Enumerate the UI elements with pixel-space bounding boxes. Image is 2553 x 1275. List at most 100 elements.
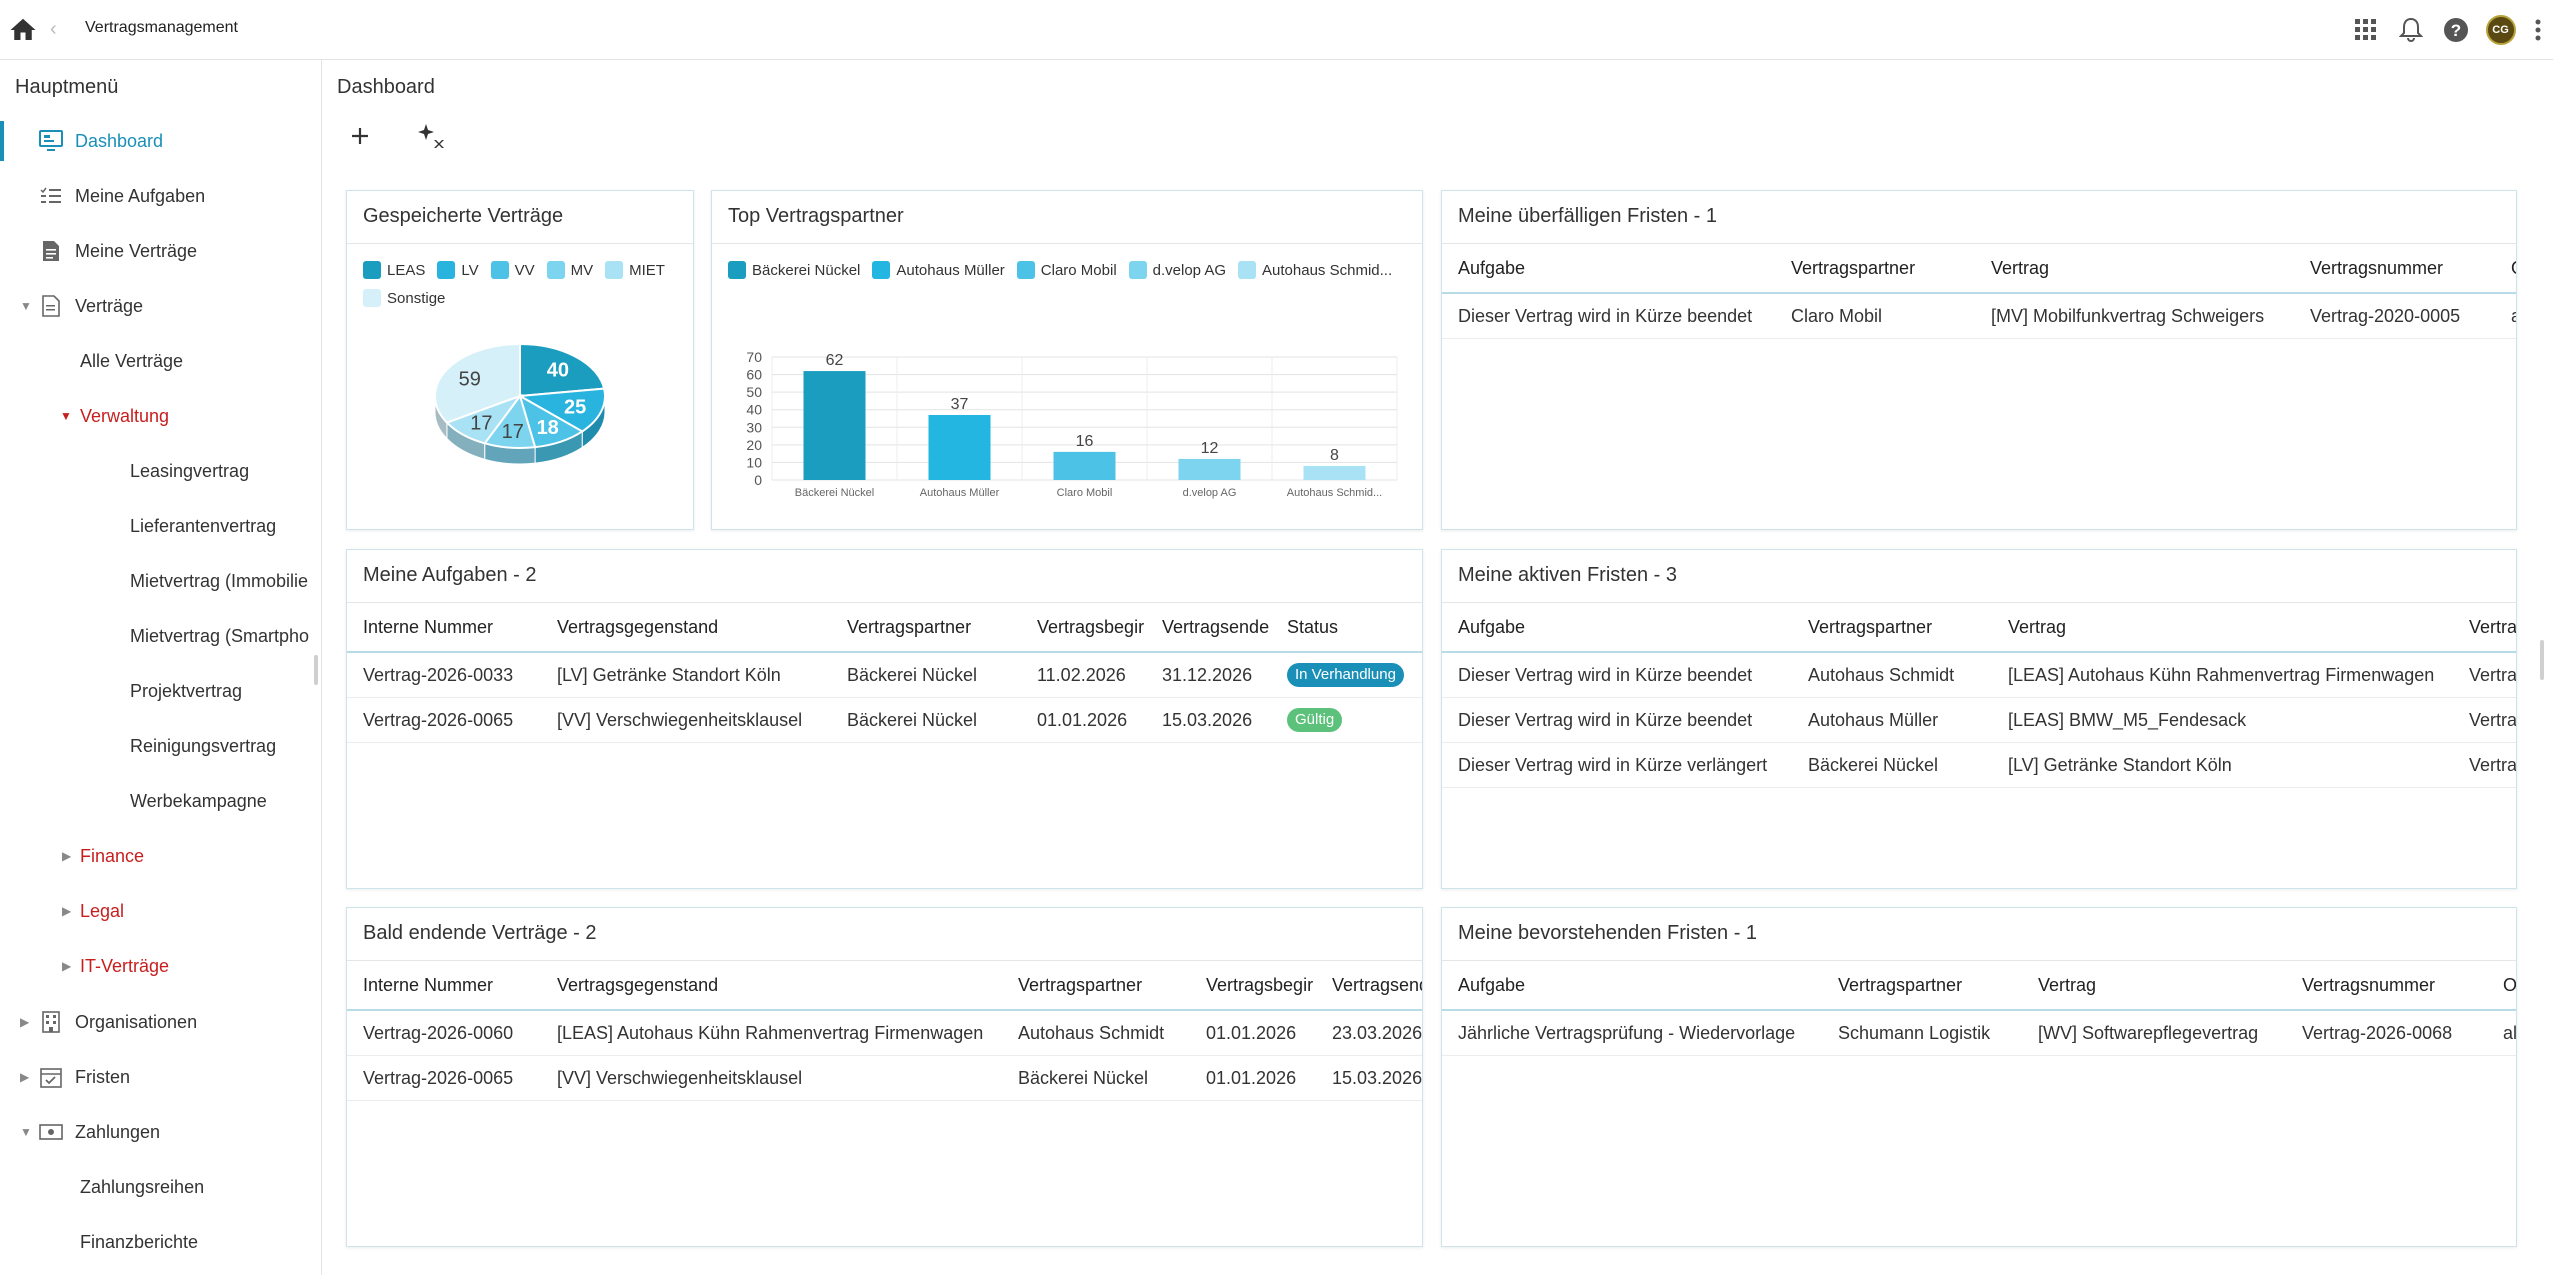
caret-down-icon[interactable]: ▼ [20,1125,32,1139]
sidebar-item-zahlungsreihen[interactable]: Zahlungsreihen [80,1176,205,1197]
help-icon[interactable]: ? [2433,0,2478,60]
sidebar-item-meine-aufgaben[interactable]: Meine Aufgaben [0,170,320,222]
column-header[interactable]: Vertragspartner [1838,974,1963,995]
sidebar-item-dashboard[interactable]: Dashboard [0,115,320,167]
legend-item[interactable]: LV [437,261,479,279]
table-row[interactable]: Dieser Vertrag wird in Kürze beendet Aut… [1442,653,2516,698]
sidebar-item-lieferantenvertrag[interactable]: Lieferantenvertrag [130,515,277,536]
bell-icon[interactable] [2388,0,2433,60]
column-header[interactable]: Vertrag [1991,257,2050,278]
legend-item[interactable]: MV [546,261,593,279]
sidebar-item-projektvertrag[interactable]: Projektvertrag [130,680,243,701]
legend-item[interactable]: MIET [605,261,665,279]
column-header[interactable]: Vertragsende [1162,616,1270,637]
cell-truncated: Vertra [2469,664,2517,685]
legend-item[interactable]: Autohaus Müller [872,261,1005,279]
caret-right-icon[interactable]: ▶ [20,1070,30,1084]
table-row[interactable]: Jährliche Vertragsprüfung - Wiedervorlag… [1442,1011,2516,1056]
table-row[interactable]: Dieser Vertrag wird in Kürze beendet Cla… [1442,294,2516,339]
caret-right-icon[interactable]: ▶ [62,849,72,863]
status-badge: Gültig [1287,708,1343,732]
table-row[interactable]: Vertrag-2026-0065 [VV] Verschwiegenheits… [347,1056,1422,1101]
caret-down-icon[interactable]: ▼ [60,409,72,423]
table-row[interactable]: Vertrag-2026-0065 [VV] Verschwiegenheits… [347,698,1422,743]
column-header[interactable]: Interne Nummer [363,616,494,637]
column-header[interactable]: Vertra [2469,616,2517,637]
sidebar-item-leasingvertrag[interactable]: Leasingvertrag [130,460,250,481]
legend-item[interactable]: Sonstige [363,289,445,307]
sidebar-item-it-vertraege[interactable]: ▶ IT-Verträge [62,955,170,976]
more-vert-icon[interactable] [2523,0,2553,60]
table-row[interactable]: Dieser Vertrag wird in Kürze verlängert … [1442,743,2516,788]
add-icon[interactable] [346,122,374,150]
sidebar-item-mietvertrag-immobilie[interactable]: Mietvertrag (Immobilie [130,570,309,591]
legend-swatch [872,261,891,279]
column-header[interactable]: Aufgabe [1458,974,1526,995]
column-header[interactable]: Vertragsend [1332,974,1423,995]
avatar[interactable]: CG [2478,0,2523,60]
back-chevron-icon[interactable]: ‹ [50,18,57,40]
caret-right-icon[interactable]: ▶ [62,904,72,918]
caret-right-icon[interactable]: ▶ [20,1015,30,1029]
column-header[interactable]: Vertragsnummer [2302,974,2436,995]
column-header[interactable]: Status [1287,616,1339,637]
cell-vertragsende: 15.03.2026 [1162,709,1253,730]
column-header[interactable]: Aufgabe [1458,257,1526,278]
home-icon[interactable] [8,15,38,45]
cell-aufgabe: Dieser Vertrag wird in Kürze beendet [1458,664,1753,685]
sidebar-item-finance[interactable]: ▶ Finance [62,845,145,866]
sidebar-item-legal[interactable]: ▶ Legal [62,900,125,921]
cell-truncated: Vertra [2469,754,2517,775]
legend-item[interactable]: d.velop AG [1128,261,1226,279]
caret-right-icon[interactable]: ▶ [62,959,72,973]
sidebar-item-fristen[interactable]: ▶ Fristen [0,1051,320,1103]
caret-down-icon[interactable]: ▼ [20,299,32,313]
legend-item[interactable]: VV [490,261,535,279]
sidebar-item-vertraege[interactable]: ▼ Verträge [0,280,320,332]
sparkle-icon[interactable] [416,122,446,152]
column-header[interactable]: Vertragsbegir [1206,974,1314,995]
column-header[interactable]: Interne Nummer [363,974,494,995]
column-header[interactable]: Vertragsgegenstand [557,616,719,637]
column-header[interactable]: Vertragspartner [1808,616,1933,637]
column-header[interactable]: Vertragspartner [847,616,972,637]
legend-item[interactable]: LEAS [363,261,425,279]
sidebar-item-verwaltung[interactable]: ▼ Verwaltung [60,405,170,426]
column-header[interactable]: Vertragsgegenstand [557,974,719,995]
column-header[interactable]: Vertrag [2008,616,2067,637]
cell-vertragsende: 31.12.2026 [1162,664,1253,685]
cell-vertragsbeginn: 01.01.2026 [1206,1067,1297,1088]
sidebar-item-werbekampagne[interactable]: Werbekampagne [130,790,267,811]
sidebar-item-alle-vertraege[interactable]: Alle Verträge [80,350,184,371]
column-header[interactable]: O [2511,244,2516,292]
apps-grid-icon[interactable] [2343,0,2388,60]
sidebar-item-zahlungen[interactable]: ▼ Zahlungen [0,1106,320,1158]
main-scrollbar[interactable] [2540,640,2544,680]
column-header[interactable]: Vertragspartner [1791,257,1916,278]
column-header[interactable]: Vertrag [2038,974,2097,995]
cell-vertragsende: 23.03.2026 [1332,1022,1423,1043]
legend-item[interactable]: Bäckerei Nückel [728,261,860,279]
bar-data-label: 8 [1330,447,1339,464]
bar [803,371,866,480]
legend-item[interactable]: Claro Mobil [1016,261,1117,279]
sidebar-item-organisationen[interactable]: ▶ Organisationen [0,996,320,1048]
table-row[interactable]: Vertrag-2026-0060 [LEAS] Autohaus Kühn R… [347,1011,1422,1056]
column-header[interactable]: O [2503,974,2517,995]
sidebar-scrollbar[interactable] [314,655,318,685]
sidebar-item-mietvertrag-smartphone[interactable]: Mietvertrag (Smartpho [130,625,310,646]
table-row[interactable]: Vertrag-2026-0033 [LV] Getränke Standort… [347,653,1422,698]
bar-data-label: 37 [951,396,969,413]
cell-interne-nummer: Vertrag-2026-0060 [363,1022,514,1043]
column-header[interactable]: Vertragsnummer [2310,257,2444,278]
y-tick-label: 0 [754,472,762,488]
sidebar-item-finanzberichte[interactable]: Finanzberichte [80,1231,199,1252]
table-row[interactable]: Dieser Vertrag wird in Kürze beendet Aut… [1442,698,2516,743]
column-header[interactable]: Vertragspartner [1018,974,1143,995]
column-header[interactable]: Aufgabe [1458,616,1526,637]
y-tick-label: 70 [746,349,762,365]
legend-item[interactable]: Autohaus Schmid... [1238,261,1392,279]
column-header[interactable]: Vertragsbegir [1037,616,1145,637]
sidebar-item-meine-vertraege[interactable]: Meine Verträge [0,225,320,277]
sidebar-item-reinigungsvertrag[interactable]: Reinigungsvertrag [130,735,277,756]
